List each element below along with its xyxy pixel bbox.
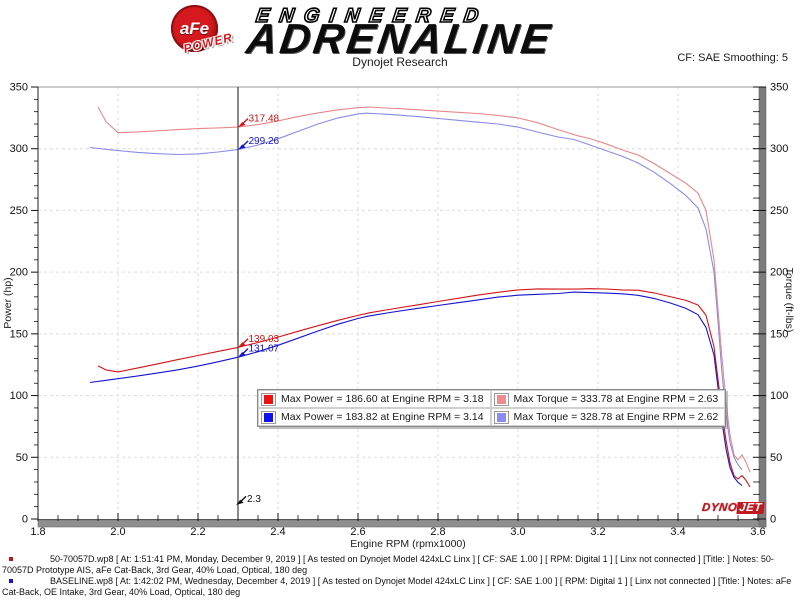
run-bullet-blue [9, 579, 13, 583]
legend-label: Max Power = 186.60 at Engine RPM = 3.18 [281, 393, 484, 405]
torque-tick-label: 200 [770, 267, 788, 279]
cursor-readout-torque-run1: 299.26 [238, 136, 280, 150]
power-red-swatch [264, 394, 273, 404]
run-text: 50-70057D.wp8 [ At: 1:51:41 PM, Monday, … [2, 554, 774, 575]
dynojet-research-subtitle: Dynojet Research [352, 55, 448, 69]
grid-layer [38, 87, 758, 519]
x-tick-label: 3.2 [590, 526, 605, 538]
cursor-readout-value: 317.48 [249, 114, 280, 125]
torque-curve-run0 [97, 106, 751, 473]
power-tick-label: 250 [10, 205, 28, 217]
run-description-baseline: BASELINE.wp8 [ At: 1:42:02 PM, Wednesday… [2, 576, 796, 598]
cursor-arrow-icon [238, 348, 249, 358]
run-description-afe: 50-70057D.wp8 [ At: 1:51:41 PM, Monday, … [2, 554, 796, 576]
legend-swatch-box [261, 410, 276, 424]
legend-item-max-power-baseline: Max Power = 183.82 at Engine RPM = 3.14 [258, 408, 491, 426]
torque-tick-label: 100 [770, 390, 788, 402]
legend-swatch-box [261, 392, 276, 406]
power-axis-title: Power (hp) [2, 277, 14, 329]
cursor-readout-torque-run0: 317.48 [238, 114, 280, 128]
power-tick-label: 200 [10, 267, 28, 279]
curves-layer [89, 106, 751, 488]
legend-item-max-power-afe: Max Power = 186.60 at Engine RPM = 3.18 [258, 390, 491, 408]
x-tick-label: 3.6 [750, 526, 765, 538]
legend-label: Max Torque = 333.78 at Engine RPM = 2.63 [513, 393, 719, 405]
x-tick-label: 2.4 [270, 526, 285, 538]
power-tick-label: 150 [10, 328, 28, 340]
cursor-arrow-icon [238, 118, 249, 128]
run-bullet-red [9, 557, 13, 561]
x-tick-label: 2.0 [110, 526, 125, 538]
right-axis-bar [758, 86, 767, 528]
axis-ticks-layer: 1.8 2.0 2.2 2.4 2.6 2.8 3.0 3.2 3.4 3.6 0 0 50 50 100 1… [10, 82, 789, 539]
legend-swatch-box [493, 392, 509, 406]
cursor-arrow-icon [236, 495, 247, 505]
torque-tick-label: 0 [770, 514, 776, 526]
x-tick-label: 3.0 [510, 526, 525, 538]
torque-tick-label: 50 [770, 452, 782, 464]
power-tick-label: 0 [22, 514, 28, 526]
run-descriptions: 50-70057D.wp8 [ At: 1:51:41 PM, Monday, … [2, 554, 796, 598]
torque-tick-label: 350 [770, 82, 788, 94]
legend-label: Max Power = 183.82 at Engine RPM = 3.14 [281, 411, 484, 423]
power-curve-run1 [89, 291, 743, 486]
cursor-rpm-tag: 2.3 [236, 494, 261, 505]
power-tick-label: 100 [10, 390, 28, 402]
torque-tick-label: 150 [770, 328, 788, 340]
cursor-readout-value: 139.03 [249, 334, 280, 345]
power-tick-label: 350 [10, 82, 28, 94]
run-text: BASELINE.wp8 [ At: 1:42:02 PM, Wednesday… [2, 576, 792, 597]
cursor-readout-value: 131.07 [249, 344, 280, 355]
cursor-readout-power-run0: 139.03 [238, 334, 280, 348]
smoothing-setting: CF: SAE Smoothing: 5 [677, 52, 788, 64]
dynojet-logo-dyno: DYNO [701, 502, 738, 514]
power-tick-label: 300 [10, 143, 28, 155]
cursor-arrow-icon [238, 338, 249, 348]
x-tick-label: 2.2 [190, 526, 205, 538]
torque-tick-label: 250 [770, 205, 788, 217]
afe-logo: aFe [171, 5, 218, 52]
torque-blue-swatch [496, 412, 506, 422]
x-tick-label: 2.6 [350, 526, 365, 538]
x-tick-label: 1.8 [30, 526, 45, 538]
legend-item-max-torque-afe: Max Torque = 333.78 at Engine RPM = 2.63 [490, 390, 726, 408]
power-tick-label: 50 [16, 452, 28, 464]
afe-logo-text: aFe [179, 18, 210, 38]
x-tick-label: 3.4 [670, 526, 685, 538]
torque-curve-run1 [89, 112, 743, 470]
legend-box: Max Power = 186.60 at Engine RPM = 3.18 … [257, 389, 727, 427]
legend-label: Max Torque = 328.78 at Engine RPM = 2.62 [513, 411, 719, 423]
torque-tick-label: 300 [770, 143, 788, 155]
dynojet-logo: DYNOJET [701, 502, 765, 514]
cursor-readout-value: 299.26 [249, 136, 280, 147]
cursor-arrow-icon [238, 140, 249, 150]
rpm-axis-title: Engine RPM (rpmx1000) [350, 538, 466, 550]
x-axis-bar [37, 519, 767, 528]
dynojet-logo-jet: JET [736, 502, 765, 514]
power-blue-swatch [264, 412, 273, 422]
torque-axis-title: Torque (ft-lbs) [783, 267, 795, 333]
cursor-rpm-value: 2.3 [247, 494, 261, 505]
legend-item-max-torque-baseline: Max Torque = 328.78 at Engine RPM = 2.62 [490, 408, 726, 426]
x-tick-label: 2.8 [430, 526, 445, 538]
cursor-readout-power-run1: 131.07 [238, 344, 280, 358]
torque-red-swatch [496, 394, 506, 404]
legend-swatch-box [493, 410, 509, 424]
